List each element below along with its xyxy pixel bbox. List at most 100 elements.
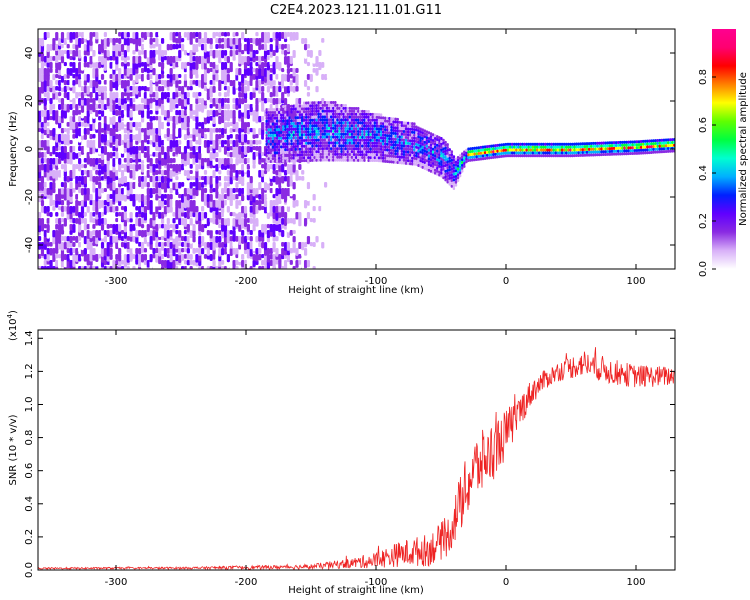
spectrogram-cell [469, 155, 472, 159]
spectrogram-cell [72, 98, 76, 106]
spectrogram-cell [388, 142, 391, 146]
spectrogram-cell [318, 74, 322, 80]
spectrogram-cell [265, 136, 268, 140]
spectrogram-cell [221, 128, 225, 135]
spectrogram-cell [334, 135, 337, 139]
spectrogram-cell [246, 254, 250, 259]
spectrogram-cell [381, 136, 385, 140]
spectrogram-cell [338, 135, 341, 139]
spectrogram-cell [309, 144, 312, 148]
spectrogram-cell [109, 236, 113, 245]
spectrogram-cell [43, 110, 47, 117]
spectrogram-cell [58, 62, 62, 71]
spectrogram-cell [198, 92, 202, 97]
spectrogram-cell [296, 110, 300, 114]
spectrogram-cell [103, 188, 107, 193]
spectrogram-cell [394, 155, 397, 159]
spectrogram-cell [118, 32, 122, 37]
spectrogram-cell [232, 86, 236, 95]
spectrogram-cell [377, 115, 381, 119]
spectrogram-cell [369, 153, 372, 157]
spectrogram-cell [258, 128, 262, 136]
spectrogram-cell [596, 144, 599, 148]
spectrogram-cell [149, 116, 153, 122]
spectrogram-cell [178, 38, 182, 44]
spectrogram-cell [109, 134, 113, 143]
spectrogram-cell [269, 68, 273, 73]
spectrogram-cell [43, 92, 47, 97]
spectrogram-cell [98, 230, 102, 238]
spectrogram-cell [283, 176, 288, 182]
spectrogram-cell [396, 143, 399, 147]
spectrogram-cell [329, 129, 333, 133]
spectrogram-cell [103, 260, 107, 266]
spectrogram-cell [280, 110, 283, 114]
spectrogram-cell [431, 167, 435, 171]
spectrogram-cell [198, 68, 202, 76]
spectrogram-cell [98, 104, 102, 109]
spectrogram-cell [158, 80, 162, 85]
spectrogram-cell [288, 119, 291, 123]
spectrogram-cell [258, 200, 262, 208]
spectrogram-cell [58, 74, 62, 80]
spectrogram-cell [309, 133, 312, 137]
spectrogram-cell [404, 124, 408, 128]
spectrogram-cell [183, 116, 188, 124]
spectrogram-cell [342, 138, 345, 142]
spectrogram-cell [78, 152, 82, 157]
spectrogram-cell [252, 254, 256, 261]
spectrogram-cell [300, 130, 304, 134]
spectrogram-cell [273, 108, 277, 112]
spectrogram-cell [235, 74, 239, 81]
spectrogram-cell [286, 182, 291, 187]
spectrogram-cell [352, 144, 356, 148]
spectrogram-cell [158, 182, 162, 189]
spectrogram-cell [475, 155, 478, 159]
spectrogram-cell [438, 138, 441, 142]
spectrogram-cell [238, 104, 242, 109]
spectrogram-cell [313, 109, 316, 113]
spectrogram-cell [346, 124, 350, 128]
spectrogram-cell [83, 254, 87, 262]
spectrogram-cell [319, 152, 322, 156]
spectrogram-cell [281, 164, 285, 173]
spectrogram-cell [129, 254, 133, 262]
spectrogram-cell [277, 142, 281, 146]
spectrogram-cell [215, 134, 219, 143]
spectrogram-cell [431, 138, 435, 142]
spectrogram-cell [300, 113, 304, 117]
spectrogram-cell [103, 50, 107, 59]
spectrogram-cell [359, 144, 362, 148]
spectrogram-cell [106, 176, 110, 185]
spectrogram-cell [98, 242, 102, 250]
spectrogram-cell [517, 148, 520, 152]
spectrogram-cell [229, 170, 233, 178]
spectrogram-cell [86, 32, 90, 41]
spectrogram-cell [357, 144, 360, 148]
spectrogram-cell [369, 133, 372, 137]
spectrogram-cell [72, 242, 76, 247]
spectrogram-cell [261, 206, 265, 211]
spectrogram-cell [602, 150, 605, 154]
spectrogram-cell [46, 122, 50, 127]
spectrogram-cell [523, 151, 526, 155]
spectrogram-cell [350, 115, 354, 119]
spectrogram-cell [258, 236, 262, 242]
spectrogram-cell [78, 98, 82, 106]
spectrogram-cell [229, 176, 233, 185]
spectrogram-cell [621, 149, 624, 153]
spectrogram-cell [446, 171, 449, 175]
spectrogram-cell [325, 109, 329, 113]
spectrogram-cell [306, 200, 311, 206]
spectrogram-cell [490, 156, 493, 160]
spectrogram-cell [126, 68, 130, 77]
spectrogram-cell [496, 146, 499, 150]
spectrogram-cell [280, 125, 283, 129]
spectrogram-cell [386, 160, 389, 164]
spectrogram-cell [275, 151, 279, 155]
spectrogram-cell [298, 242, 302, 250]
spectrogram-cell [95, 140, 99, 149]
spectrogram-cell [192, 44, 196, 53]
spectrogram-cell [183, 188, 188, 197]
spectrogram-cell [396, 152, 399, 156]
